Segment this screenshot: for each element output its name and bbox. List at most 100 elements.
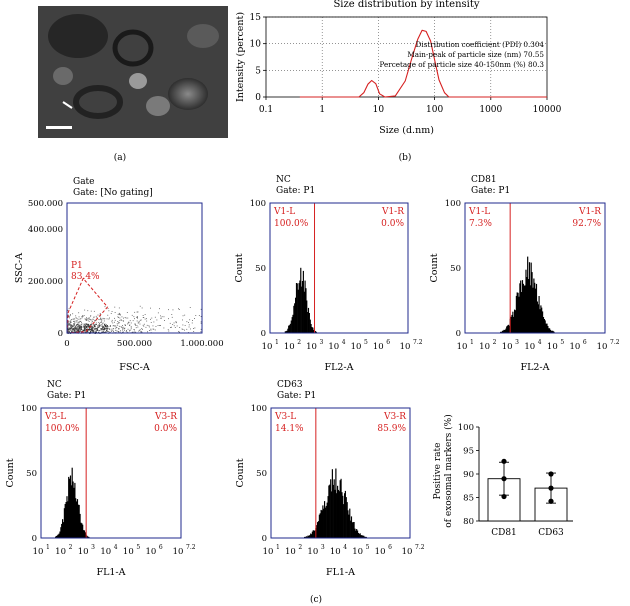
fl1_nc-gate-left-percent: 100.0% (45, 424, 80, 434)
gate-event-point (129, 329, 131, 331)
gate-event-point (117, 321, 119, 322)
gate-event-point (111, 319, 113, 321)
gate-event-point (80, 318, 82, 320)
fl1_nc-histogram-bar (78, 504, 80, 538)
fl1_cd63-histogram-bar (305, 536, 307, 538)
gate-event-point (87, 329, 89, 331)
gate-event-point (105, 325, 107, 326)
fl1_nc-ytick-label: 100 (21, 404, 37, 414)
fl1_cd63-xtick-label: 10 (330, 547, 341, 557)
gate-event-point (173, 322, 175, 324)
gate-event-point (68, 316, 70, 317)
gate-event-point (94, 328, 95, 330)
gate-event-point (155, 326, 157, 327)
gate-event-point (93, 324, 95, 326)
fl2_nc-xtick-label: 10 (351, 342, 362, 352)
fl2_cd81-histogram-bar (541, 307, 543, 333)
gate-event-point (178, 308, 179, 310)
fl2_cd81-histogram-bar (547, 326, 549, 333)
gate-event-point (153, 321, 155, 323)
gate-event-point (68, 331, 70, 333)
gate-event-point (87, 318, 89, 320)
gate-event-point (77, 322, 79, 324)
gate-event-point (79, 318, 81, 320)
fl1_cd63-histogram-bar (316, 525, 318, 538)
gate-event-point (90, 330, 92, 331)
fl2_cd81-histogram-bar (552, 330, 554, 333)
fl1_nc-histogram-bar (82, 524, 84, 538)
gate-event-point (72, 330, 74, 332)
gate-event-point (154, 316, 156, 318)
gate-event-point (79, 325, 81, 327)
gate-event-point (72, 328, 74, 330)
gate-event-point (76, 318, 78, 319)
gate-event-point (118, 312, 120, 314)
gate-event-point (82, 330, 84, 332)
gate-event-point (136, 320, 138, 322)
fl1_nc-histogram-bar (55, 536, 57, 538)
gate-event-point (115, 332, 117, 333)
gate-event-point (132, 331, 134, 333)
fl2_cd81-histogram-bar (528, 279, 530, 333)
gate-event-point (75, 321, 77, 323)
gate-event-point (103, 329, 105, 331)
gate-event-point (153, 328, 155, 330)
gate-event-point (137, 316, 138, 318)
gate-event-point (133, 316, 135, 318)
gate-event-point (121, 319, 122, 321)
fl1_nc-xtick-label: 10 (33, 547, 44, 557)
fl2_cd81-frame (464, 202, 606, 334)
fl1_nc-xtick-exponent: 7.2 (186, 544, 196, 551)
gate-event-point (136, 325, 138, 326)
gate-event-point (89, 331, 91, 333)
gate-event-point (80, 329, 81, 331)
gate-event-point (67, 328, 69, 330)
fl1_cd63-xtick-exponent: 7.2 (415, 544, 425, 551)
gate-event-point (80, 328, 82, 330)
gate-event-point (73, 323, 74, 325)
gate-event-point (184, 329, 185, 331)
gate-event-point (67, 322, 69, 324)
fl1_nc-xtick-exponent: 4 (114, 544, 118, 551)
fl1_cd63-histogram-bar (308, 535, 310, 538)
tem-image (38, 6, 228, 138)
gate-event-point (78, 328, 80, 330)
gate-event-point (103, 328, 105, 330)
gate-event-point (86, 323, 88, 324)
fl1_cd63-histogram-bar (317, 522, 319, 538)
gate-event-point (115, 325, 117, 327)
fl2_nc-histogram-bar (303, 291, 305, 333)
gate-event-point (89, 329, 91, 331)
gate-event-point (109, 317, 110, 319)
fl1_cd63-histogram-bar (311, 534, 313, 538)
gate-event-point (107, 308, 109, 309)
gate-event-point (164, 320, 165, 321)
fl1_cd63-histogram-bar (343, 504, 345, 538)
gate-event-point (87, 319, 89, 321)
gate-event-point (115, 328, 117, 330)
fl1_nc-xtick-label: 10 (55, 547, 66, 557)
gate-event-point (198, 315, 200, 316)
gate-event-point (92, 319, 94, 320)
fl1_cd63-histogram-bar (357, 530, 359, 538)
fl1_nc-gate-left-label: V3-L (44, 412, 66, 422)
gate-event-point (182, 329, 184, 330)
gate-event-point (175, 321, 177, 323)
gate-event-point (88, 325, 90, 327)
gate-event-point (157, 312, 159, 314)
fl2_cd81-title: CD81 (471, 175, 497, 185)
fl2_nc-ylabel: Count (234, 253, 245, 282)
gate-event-point (74, 318, 76, 320)
fl2_cd81-histogram-bar (512, 311, 514, 333)
fl2_cd81-subtitle: Gate: P1 (471, 186, 510, 196)
markers-data-point (548, 471, 554, 477)
fl1_nc-histogram-bar (76, 501, 78, 538)
gate-event-point (121, 326, 123, 328)
fl1_nc-histogram-bar (88, 536, 90, 538)
fl2_cd81-histogram-bar (529, 285, 531, 333)
gate-event-point (116, 330, 118, 332)
gate-event-point (87, 330, 88, 332)
gate-event-point (79, 331, 81, 332)
fl2_nc-histogram-bar (308, 313, 310, 333)
fl2_cd81-histogram-bar (521, 280, 524, 333)
